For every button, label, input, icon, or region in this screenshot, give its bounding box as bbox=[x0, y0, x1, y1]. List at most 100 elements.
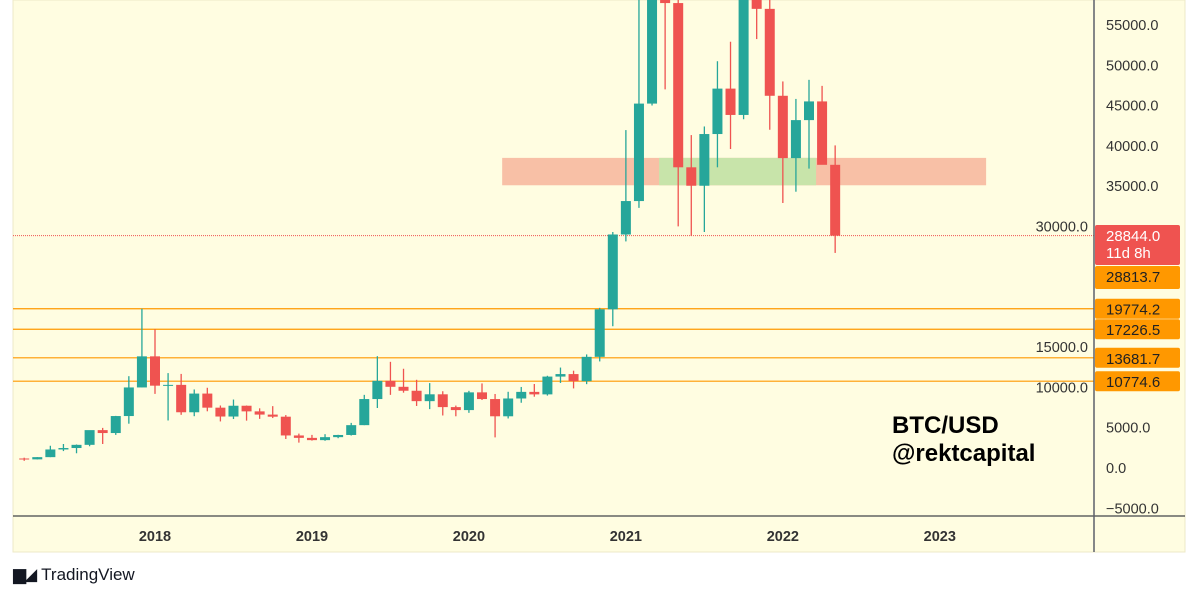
candle bbox=[529, 383, 540, 397]
tradingview-mark-icon: ▆◢ bbox=[13, 565, 37, 585]
candle bbox=[516, 386, 527, 403]
candle bbox=[450, 405, 461, 417]
candle-body bbox=[477, 392, 487, 400]
candle bbox=[647, 0, 658, 106]
author-label: @rektcapital bbox=[892, 440, 1035, 467]
zone-support bbox=[659, 157, 817, 186]
candle-body bbox=[280, 416, 291, 436]
candle bbox=[620, 130, 631, 242]
candle bbox=[503, 391, 514, 419]
y-tick-label: 50000.0 bbox=[1106, 58, 1158, 74]
candle-body bbox=[97, 430, 108, 434]
candle bbox=[241, 405, 252, 421]
candle-body bbox=[712, 88, 723, 135]
candle-body bbox=[163, 384, 174, 386]
candle-body bbox=[215, 407, 226, 417]
candle bbox=[97, 427, 108, 444]
candle-body bbox=[110, 416, 121, 434]
level-price-label-bg bbox=[1095, 298, 1180, 319]
candle bbox=[437, 391, 448, 416]
candle-body bbox=[673, 3, 684, 168]
candle-body bbox=[633, 103, 644, 202]
candle-body bbox=[333, 434, 344, 438]
level-price-label-bg bbox=[1095, 371, 1180, 392]
level-price-label: 10774.6 bbox=[1095, 371, 1180, 392]
chart-background bbox=[12, 0, 1186, 553]
candle-body bbox=[463, 392, 474, 411]
candle-body bbox=[320, 437, 331, 441]
y-tick-label: 40000.0 bbox=[1106, 139, 1158, 155]
candle bbox=[45, 445, 56, 458]
candle bbox=[176, 373, 187, 415]
candle bbox=[725, 41, 736, 150]
candle-body bbox=[490, 399, 501, 417]
candle bbox=[764, 0, 775, 130]
candle-body bbox=[176, 384, 187, 413]
level-price-label-bg bbox=[1095, 319, 1180, 340]
candle-body bbox=[372, 380, 383, 400]
candle-body bbox=[607, 234, 618, 310]
candle-body bbox=[647, 0, 658, 104]
level-price-label: 17226.5 bbox=[1095, 319, 1180, 340]
tradingview-logo: ▆◢ TradingView bbox=[13, 565, 135, 585]
candle-body bbox=[450, 407, 461, 411]
candle bbox=[398, 368, 409, 393]
candle-body bbox=[45, 449, 56, 458]
candle-body bbox=[346, 425, 357, 435]
candle bbox=[477, 383, 487, 401]
current-price-label-text: 11d 8h bbox=[1106, 245, 1151, 262]
candle-body bbox=[725, 88, 736, 115]
candle bbox=[359, 394, 370, 426]
candle bbox=[84, 430, 95, 447]
candle bbox=[673, 0, 684, 227]
candle-body bbox=[503, 398, 514, 417]
level-price-label: 13681.7 bbox=[1095, 347, 1180, 368]
candle bbox=[163, 373, 174, 421]
candle bbox=[463, 390, 474, 413]
level-price-label-text: 13681.7 bbox=[1106, 351, 1160, 368]
candle-body bbox=[581, 356, 592, 382]
candle-body bbox=[660, 0, 671, 4]
candle bbox=[817, 85, 828, 165]
candle-body bbox=[267, 414, 278, 417]
candle bbox=[686, 135, 697, 237]
candle bbox=[320, 434, 331, 441]
candle bbox=[136, 308, 147, 388]
candle bbox=[267, 406, 278, 419]
x-tick-label: 2018 bbox=[139, 529, 171, 545]
candle-body bbox=[620, 201, 631, 235]
candle-body bbox=[306, 437, 317, 441]
candle bbox=[280, 415, 291, 440]
candle bbox=[738, 0, 749, 120]
candle bbox=[555, 367, 566, 383]
level-price-label-text: 17226.5 bbox=[1106, 322, 1160, 339]
candle bbox=[830, 145, 841, 253]
candle-body bbox=[424, 394, 435, 402]
candle bbox=[568, 370, 579, 389]
candle-body bbox=[359, 399, 370, 426]
level-price-label: 19774.2 bbox=[1095, 298, 1180, 319]
candle bbox=[790, 98, 801, 192]
candle-body bbox=[411, 390, 422, 402]
candle bbox=[594, 307, 605, 362]
candle bbox=[215, 405, 226, 422]
candle-body bbox=[738, 0, 749, 115]
candle bbox=[699, 126, 710, 232]
current-price-label-text: 28844.0 bbox=[1106, 228, 1160, 245]
candle-body bbox=[241, 405, 252, 412]
candle-body bbox=[123, 387, 134, 417]
y-tick-label: 30000.0 bbox=[1036, 219, 1088, 235]
x-tick-label: 2019 bbox=[296, 529, 328, 545]
x-tick-label: 2023 bbox=[924, 529, 956, 545]
candle-body bbox=[136, 356, 147, 388]
candle bbox=[660, 0, 671, 90]
candle-body bbox=[699, 134, 710, 186]
candle-body bbox=[542, 376, 553, 395]
y-tick-label: 55000.0 bbox=[1106, 18, 1158, 34]
candle bbox=[228, 399, 239, 420]
candle-body bbox=[293, 435, 304, 438]
candle-body bbox=[32, 457, 43, 460]
candle-body bbox=[71, 444, 82, 449]
